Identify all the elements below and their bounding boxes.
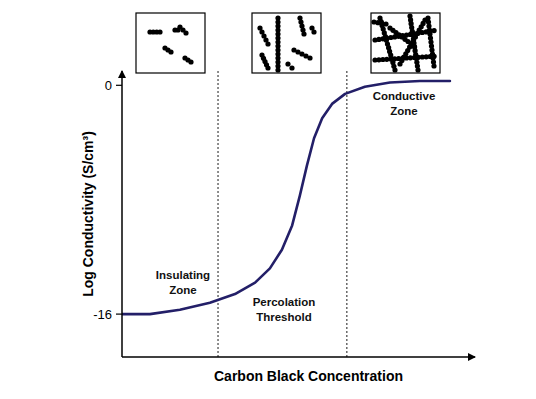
particle bbox=[168, 49, 173, 54]
particle bbox=[289, 65, 294, 70]
particle bbox=[392, 67, 397, 72]
inset-1 bbox=[136, 13, 205, 73]
particle bbox=[431, 63, 436, 68]
particle bbox=[432, 28, 437, 33]
particle bbox=[307, 55, 312, 60]
zone-boundary bbox=[218, 71, 219, 357]
inset-3 bbox=[371, 13, 440, 73]
particle bbox=[175, 27, 180, 32]
y-tick bbox=[116, 314, 122, 315]
zone-label-line: Zone bbox=[390, 105, 417, 117]
zone-label-line: Conductive bbox=[373, 90, 436, 102]
particle bbox=[311, 29, 316, 34]
inset-2 bbox=[252, 13, 321, 73]
zone-label: Insulating Zone bbox=[156, 269, 210, 296]
y-tick bbox=[116, 85, 122, 86]
plot-area bbox=[122, 71, 450, 357]
zone-label: Conductive Zone bbox=[373, 90, 436, 117]
particle bbox=[301, 31, 306, 36]
y-tick-label: 0 bbox=[105, 78, 112, 93]
particle bbox=[188, 59, 193, 64]
zone-boundary bbox=[346, 71, 347, 357]
particle bbox=[157, 29, 162, 34]
y-tick-label: -16 bbox=[93, 307, 112, 322]
inset-frame bbox=[136, 13, 205, 73]
particle bbox=[422, 17, 427, 22]
y-axis-title: Log Conductivity (S/cm³) bbox=[80, 131, 96, 297]
zone-label-line: Percolation bbox=[253, 296, 316, 308]
particle bbox=[183, 30, 188, 35]
particle bbox=[265, 41, 270, 46]
particle bbox=[265, 65, 270, 70]
particle bbox=[383, 21, 388, 26]
particle bbox=[432, 54, 437, 59]
particle bbox=[275, 67, 280, 72]
chart: -16 0 Carbon Black Concentration Log Conduc… bbox=[0, 0, 536, 399]
conductivity-curve bbox=[122, 81, 450, 314]
zone-label-line: Zone bbox=[169, 284, 196, 296]
zone-label-line: Insulating bbox=[156, 269, 210, 281]
x-axis-title: Carbon Black Concentration bbox=[214, 368, 403, 384]
axes: -16 0 bbox=[93, 70, 476, 361]
x-axis-line bbox=[122, 356, 475, 358]
x-axis-arrow bbox=[468, 353, 476, 361]
inset-frame bbox=[252, 13, 321, 73]
particle bbox=[285, 61, 290, 66]
zone-label-line: Threshold bbox=[256, 311, 312, 323]
zone-label: Percolation Threshold bbox=[253, 296, 316, 323]
y-axis-arrow bbox=[118, 70, 126, 78]
inset-frame bbox=[371, 13, 440, 73]
particle bbox=[415, 67, 420, 72]
